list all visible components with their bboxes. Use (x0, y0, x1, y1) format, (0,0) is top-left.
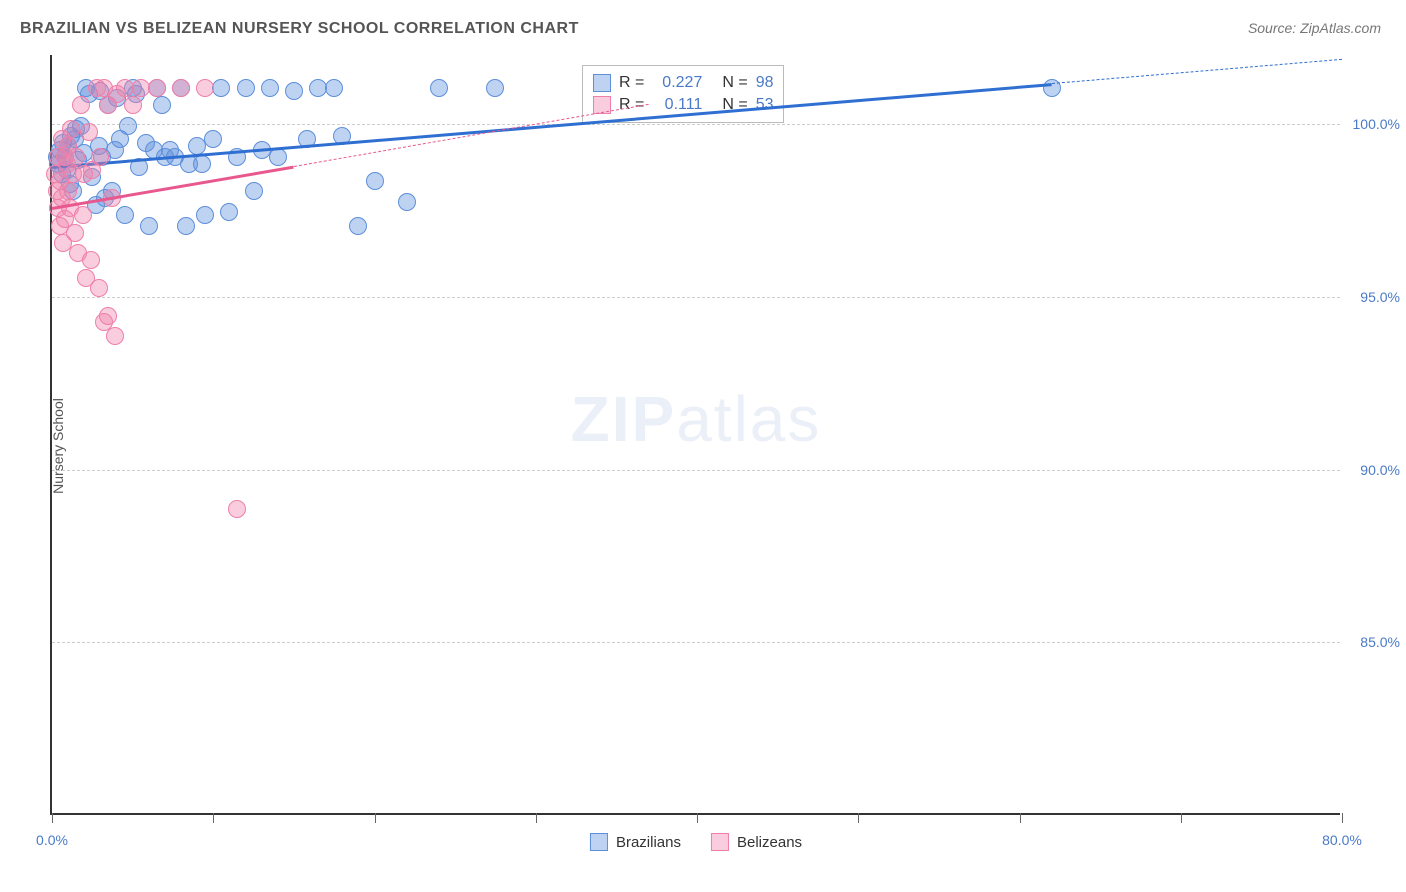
x-tick (52, 813, 53, 823)
watermark-light: atlas (676, 383, 821, 455)
scatter-point (204, 130, 222, 148)
scatter-point (140, 217, 158, 235)
scatter-point (193, 155, 211, 173)
legend-swatch (593, 74, 611, 92)
scatter-point (430, 79, 448, 97)
x-tick-label: 0.0% (36, 832, 68, 848)
scatter-point (72, 96, 90, 114)
scatter-point (1043, 79, 1061, 97)
trend-extrapolation (1052, 58, 1342, 83)
legend-item: Brazilians (590, 833, 681, 851)
scatter-point (91, 148, 109, 166)
scatter-point (62, 120, 80, 138)
scatter-point (124, 96, 142, 114)
scatter-point (74, 206, 92, 224)
scatter-point (82, 251, 100, 269)
plot-area: ZIPatlas R =0.227N =98R =0.111N =53 Braz… (50, 55, 1340, 815)
legend-swatch (590, 833, 608, 851)
scatter-point (106, 327, 124, 345)
scatter-point (148, 79, 166, 97)
gridline (52, 297, 1340, 298)
n-value: 98 (756, 74, 774, 92)
n-value: 53 (756, 96, 774, 114)
x-tick (213, 813, 214, 823)
x-tick (1181, 813, 1182, 823)
scatter-point (366, 172, 384, 190)
scatter-point (196, 79, 214, 97)
x-tick (1020, 813, 1021, 823)
scatter-point (212, 79, 230, 97)
r-value: 0.227 (652, 74, 702, 92)
scatter-point (325, 79, 343, 97)
watermark-bold: ZIP (571, 383, 677, 455)
x-tick (858, 813, 859, 823)
scatter-point (228, 500, 246, 518)
gridline (52, 470, 1340, 471)
legend-label: Brazilians (616, 834, 681, 851)
x-tick-label: 80.0% (1322, 832, 1362, 848)
y-tick-label: 95.0% (1360, 289, 1400, 305)
r-label: R = (619, 74, 644, 92)
legend-stats-row: R = 0.227 N = 98 (593, 72, 773, 94)
scatter-point (177, 217, 195, 235)
source-attribution: Source: ZipAtlas.com (1248, 20, 1381, 36)
n-label: N = (722, 74, 747, 92)
r-value: 0.111 (652, 96, 702, 114)
scatter-point (90, 279, 108, 297)
scatter-point (67, 148, 85, 166)
scatter-point (99, 307, 117, 325)
series-legend: Brazilians Belizeans (590, 833, 802, 851)
x-tick (536, 813, 537, 823)
y-tick-label: 85.0% (1360, 634, 1400, 650)
gridline (52, 124, 1340, 125)
y-tick-label: 90.0% (1360, 462, 1400, 478)
y-tick-label: 100.0% (1353, 116, 1400, 132)
scatter-point (220, 203, 238, 221)
x-tick (375, 813, 376, 823)
scatter-point (196, 206, 214, 224)
scatter-point (172, 79, 190, 97)
chart-title: BRAZILIAN VS BELIZEAN NURSERY SCHOOL COR… (20, 20, 579, 38)
scatter-point (261, 79, 279, 97)
scatter-point (269, 148, 287, 166)
scatter-point (285, 82, 303, 100)
scatter-point (119, 117, 137, 135)
scatter-point (80, 123, 98, 141)
x-tick (697, 813, 698, 823)
scatter-point (153, 96, 171, 114)
scatter-point (349, 217, 367, 235)
scatter-point (66, 224, 84, 242)
scatter-point (237, 79, 255, 97)
legend-item: Belizeans (711, 833, 802, 851)
scatter-point (245, 182, 263, 200)
scatter-point (59, 182, 77, 200)
watermark: ZIPatlas (571, 382, 822, 456)
legend-label: Belizeans (737, 834, 802, 851)
legend-swatch (711, 833, 729, 851)
gridline (52, 642, 1340, 643)
x-tick (1342, 813, 1343, 823)
scatter-point (486, 79, 504, 97)
chart-container: BRAZILIAN VS BELIZEAN NURSERY SCHOOL COR… (0, 0, 1406, 892)
scatter-point (398, 193, 416, 211)
scatter-point (116, 206, 134, 224)
